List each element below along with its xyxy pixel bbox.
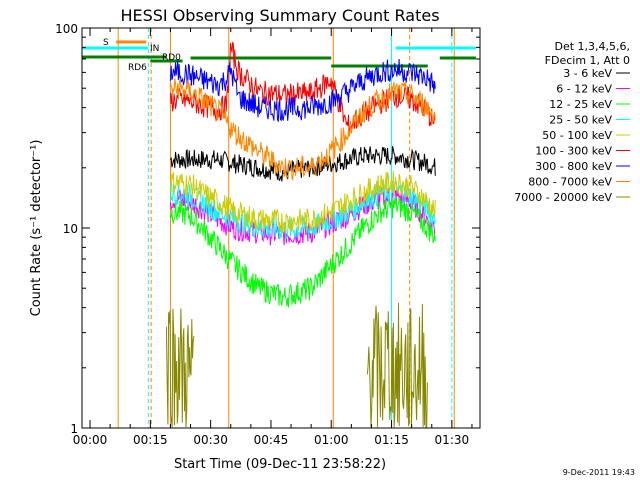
legend-item-0: 3 - 6 keV: [563, 67, 612, 80]
y-axis-label: Count Rate (s⁻¹ detector⁻¹): [29, 140, 44, 317]
flag-label-rd0: RD0: [162, 53, 181, 63]
series-6: [169, 58, 436, 123]
legend-item-5: 100 - 300 keV: [535, 145, 612, 158]
x-tick-label-2: 00:30: [193, 433, 228, 447]
x-axis: 00:00 00:15 00:30 00:45 01:00 01:15 01:30: [73, 28, 473, 447]
legend-header-1: FDecim 1, Att 0: [545, 54, 630, 67]
y-tick-label-2: 100: [55, 22, 78, 36]
legend: Det 1,3,4,5,6,FDecim 1, Att 03 - 6 keV 6 …: [514, 40, 630, 204]
legend-item-3: 25 - 50 keV: [549, 114, 612, 127]
legend-header-0: Det 1,3,4,5,6,: [554, 40, 630, 53]
flag-label-s: S: [103, 38, 109, 48]
series-4: [169, 170, 436, 234]
series-2: [169, 196, 436, 308]
legend-item-4: 50 - 100 keV: [542, 129, 612, 142]
legend-item-7: 800 - 7000 keV: [528, 176, 612, 189]
x-tick-label-3: 00:45: [254, 433, 289, 447]
x-tick-label-1: 00:15: [133, 433, 168, 447]
series-7: [169, 77, 436, 181]
legend-item-6: 300 - 800 keV: [535, 160, 612, 173]
flag-label-in: IN: [150, 44, 159, 54]
y-tick-label-0: 1: [70, 422, 78, 436]
flag-label-rd6: RD6: [128, 63, 147, 73]
x-tick-label-4: 01:00: [314, 433, 349, 447]
legend-item-8: 7000 - 20000 keV: [514, 191, 612, 204]
legend-item-2: 12 - 25 keV: [549, 98, 612, 111]
x-tick-label-0: 00:00: [73, 433, 108, 447]
x-tick-label-6: 01:30: [435, 433, 470, 447]
legend-item-1: 6 - 12 keV: [556, 83, 612, 96]
y-axis: 1 10 100: [55, 22, 480, 436]
y-tick-label-1: 10: [63, 222, 78, 236]
chart-title: HESSI Observing Summary Count Rates: [120, 6, 439, 25]
x-tick-label-5: 01:15: [374, 433, 409, 447]
footer-date: 9-Dec-2011 19:43: [563, 468, 635, 477]
x-axis-label: Start Time (09-Dec-11 23:58:22): [174, 457, 386, 472]
series-8: [165, 302, 428, 428]
